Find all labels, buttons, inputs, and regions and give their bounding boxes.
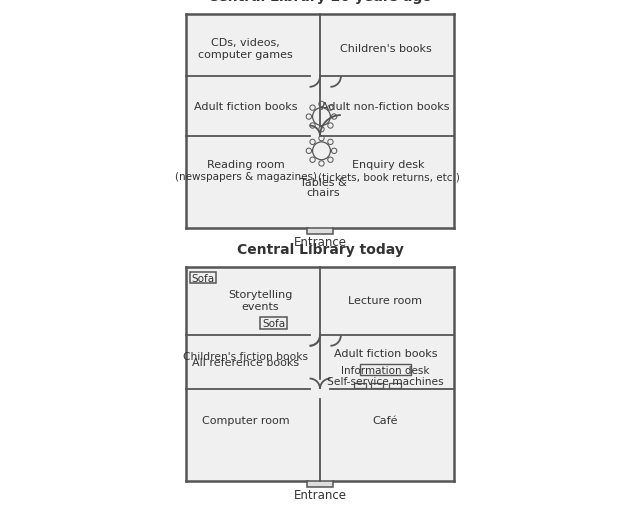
Text: Self-service machines: Self-service machines bbox=[327, 377, 444, 387]
Text: Reading room: Reading room bbox=[207, 160, 284, 170]
Text: (tickets, book returns, etc.): (tickets, book returns, etc.) bbox=[317, 172, 460, 182]
Text: Information desk: Information desk bbox=[341, 365, 429, 375]
Text: Lecture room: Lecture room bbox=[349, 295, 422, 305]
Text: Enquiry desk: Enquiry desk bbox=[352, 160, 425, 170]
Text: Central Library today: Central Library today bbox=[237, 243, 403, 257]
Text: Adult fiction books: Adult fiction books bbox=[194, 102, 298, 112]
Text: Children's books: Children's books bbox=[340, 44, 431, 54]
Text: Adult non-fiction books: Adult non-fiction books bbox=[321, 102, 450, 112]
Bar bbox=[189, 272, 216, 284]
Text: Storytelling: Storytelling bbox=[228, 289, 292, 299]
Bar bbox=[354, 383, 365, 388]
Bar bbox=[371, 383, 383, 388]
Text: Sofa: Sofa bbox=[191, 273, 214, 283]
Text: Entrance: Entrance bbox=[294, 236, 346, 248]
Text: (newspapers & magazines): (newspapers & magazines) bbox=[175, 172, 317, 182]
Text: Café: Café bbox=[372, 415, 398, 425]
Text: All reference books: All reference books bbox=[192, 358, 299, 368]
Bar bbox=[307, 229, 333, 234]
Text: computer games: computer games bbox=[198, 50, 293, 60]
Text: Children's fiction books: Children's fiction books bbox=[183, 351, 308, 362]
Text: Computer room: Computer room bbox=[202, 415, 289, 425]
Bar bbox=[307, 481, 333, 487]
Bar bbox=[360, 364, 411, 376]
Text: events: events bbox=[242, 301, 279, 311]
Text: Tables &: Tables & bbox=[300, 178, 346, 188]
Bar bbox=[260, 318, 287, 329]
Text: Entrance: Entrance bbox=[294, 488, 346, 501]
Bar bbox=[389, 383, 401, 388]
Text: CDs, videos,: CDs, videos, bbox=[211, 38, 280, 48]
Text: chairs: chairs bbox=[306, 187, 340, 197]
Bar bbox=[186, 267, 454, 481]
Bar bbox=[186, 15, 454, 229]
Text: Central Library 20 years ago: Central Library 20 years ago bbox=[208, 0, 432, 5]
Text: Adult fiction books: Adult fiction books bbox=[333, 348, 437, 359]
Text: Sofa: Sofa bbox=[262, 319, 285, 328]
